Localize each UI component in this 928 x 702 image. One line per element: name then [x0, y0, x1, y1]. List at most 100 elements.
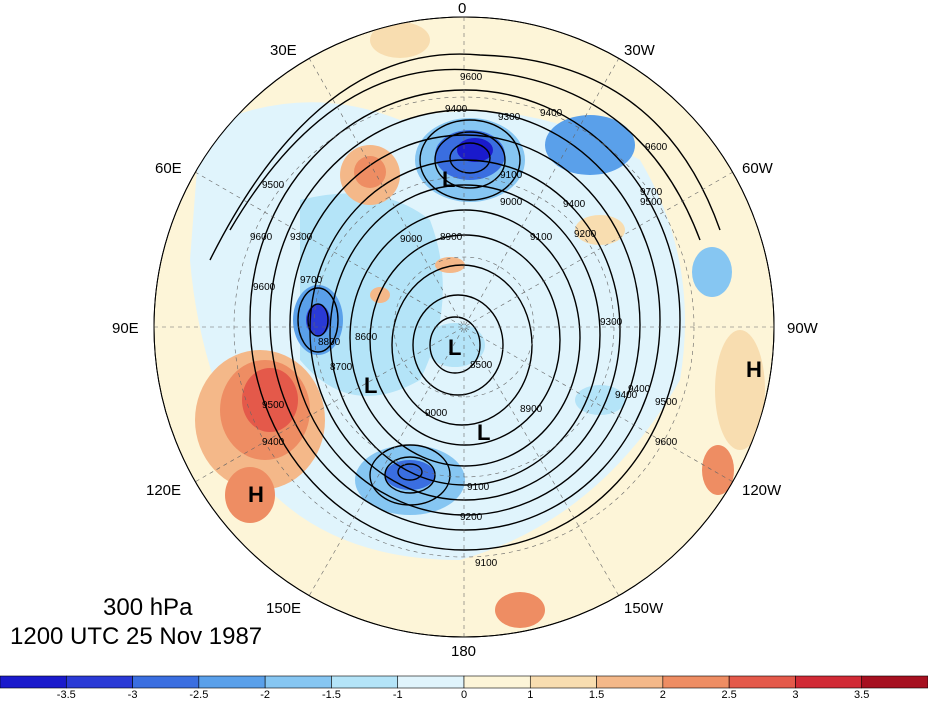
anomaly-positive-core [370, 287, 390, 303]
contour-label: 9500 [640, 197, 663, 208]
colorbar-tick-label: -1 [392, 689, 403, 701]
contour-label: 8800 [318, 337, 341, 348]
contour-label: 9400 [540, 108, 563, 119]
colorbar-swatch [132, 675, 200, 689]
shaded-anomaly-layer [154, 17, 774, 637]
contour-label: 9600 [655, 437, 678, 448]
contour-label: 9700 [640, 187, 663, 198]
colorbar-tick-label: -2 [260, 689, 271, 701]
lon-label-30e: 30E [270, 42, 297, 59]
colorbar-tick-label: -3.5 [56, 689, 76, 701]
colorbar-tick-label: 1.5 [588, 689, 605, 701]
contour-label: 8600 [355, 332, 378, 343]
lon-label-150e: 150E [266, 600, 302, 617]
contour-label: 8900 [440, 232, 463, 243]
contour-label: 9500 [262, 400, 285, 411]
anomaly-positive-core [715, 330, 765, 450]
colorbar-tick-label: 1 [527, 689, 534, 701]
contour-labels: 9600 9400 9300 9400 9600 9500 9400 9200 9100 9000… [250, 72, 678, 569]
contour-label: 9100 [467, 482, 490, 493]
pressure-level-title: 300 hPa [103, 594, 193, 621]
colorbar-swatch [662, 675, 730, 689]
high-pressure-center: H [248, 482, 264, 507]
contour-label: 9300 [498, 112, 521, 123]
colorbar [0, 675, 928, 689]
lon-label-60w: 60W [742, 160, 773, 177]
contour-label: 9500 [262, 180, 285, 191]
contour-label: 9600 [645, 142, 668, 153]
anomaly-positive-core [435, 257, 465, 273]
contour-label: 9000 [425, 408, 448, 419]
lon-label-90e: 90E [112, 320, 139, 337]
low-pressure-center: L [448, 335, 461, 360]
anomaly-negative-core [306, 304, 330, 336]
colorbar-swatch [728, 675, 796, 689]
anomaly-positive-core [702, 445, 734, 495]
lon-label-90w: 90W [787, 320, 818, 337]
anomaly-negative-core [425, 323, 485, 367]
contour-label: 9400 [445, 104, 468, 115]
contour-label: 9300 [600, 317, 623, 328]
lon-label-0: 0 [458, 0, 467, 17]
colorbar-swatch [198, 675, 266, 689]
colorbar-swatch [529, 675, 597, 689]
anomaly-negative-core [575, 385, 625, 415]
colorbar-swatch [596, 675, 664, 689]
contour-label: 9100 [500, 170, 523, 181]
contour-label: 9000 [500, 197, 523, 208]
colorbar-swatch [331, 675, 399, 689]
colorbar-tick-label: 3 [792, 689, 799, 701]
contour-label: 9600 [460, 72, 483, 83]
colorbar-swatch [264, 675, 332, 689]
colorbar-swatch [65, 675, 133, 689]
colorbar-tick-label: 0 [460, 689, 468, 701]
anomaly-positive-core [370, 22, 430, 58]
lon-label-60e: 60E [155, 160, 182, 177]
contour-label: 9500 [655, 397, 678, 408]
contour-label: 8500 [470, 360, 493, 371]
low-pressure-center: L [442, 167, 455, 192]
colorbar-tick-label: -1.5 [321, 689, 341, 701]
anomaly-negative-core [692, 247, 732, 297]
colorbar-swatch [795, 675, 863, 689]
contour-label: 8900 [520, 404, 543, 415]
pressure-center-labels: L L L L H H [248, 167, 762, 507]
colorbar-swatch [0, 675, 67, 689]
graticule [154, 17, 774, 637]
lon-label-180: 180 [451, 643, 477, 660]
colorbar-swatch [397, 675, 465, 689]
contour-label: 9300 [290, 232, 313, 243]
anomaly-negative-core [457, 138, 493, 162]
contour-label: 9200 [460, 512, 483, 523]
contour-label: 9400 [563, 199, 586, 210]
anomaly-positive-core [225, 467, 275, 523]
anomaly-positive-core [242, 368, 298, 432]
contour-label: 9600 [253, 282, 276, 293]
low-pressure-center: L [477, 420, 490, 445]
contour-label: 9100 [530, 232, 553, 243]
contour-label: 9400 [262, 437, 285, 448]
contour-label: 9100 [475, 558, 498, 569]
contour-label: 8700 [330, 362, 353, 373]
lon-label-120e: 120E [146, 482, 182, 499]
colorbar-tick-label: 2 [659, 689, 666, 701]
contour-label: 9000 [400, 234, 423, 245]
anomaly-positive-core [495, 592, 545, 628]
colorbar-tick-label: 3.5 [854, 689, 870, 701]
anomaly-positive-core [354, 156, 386, 188]
colorbar-tick-label: -2.5 [189, 689, 209, 701]
lon-label-120w: 120W [742, 482, 782, 499]
colorbar-tick-label: 2.5 [721, 689, 737, 701]
contour-label: 9400 [615, 390, 638, 401]
valid-time-title: 1200 UTC 25 Nov 1987 [10, 623, 263, 650]
contour-label: 9200 [574, 229, 597, 240]
contour-label: 9600 [250, 232, 273, 243]
colorbar-swatch [463, 675, 531, 689]
contour-label: 9400 [628, 384, 651, 395]
anomaly-negative-core [545, 115, 635, 175]
colorbar-tick-label: -3 [127, 689, 138, 701]
colorbar-swatch [861, 675, 928, 689]
low-pressure-center: L [364, 373, 377, 398]
high-pressure-center: H [746, 357, 762, 382]
